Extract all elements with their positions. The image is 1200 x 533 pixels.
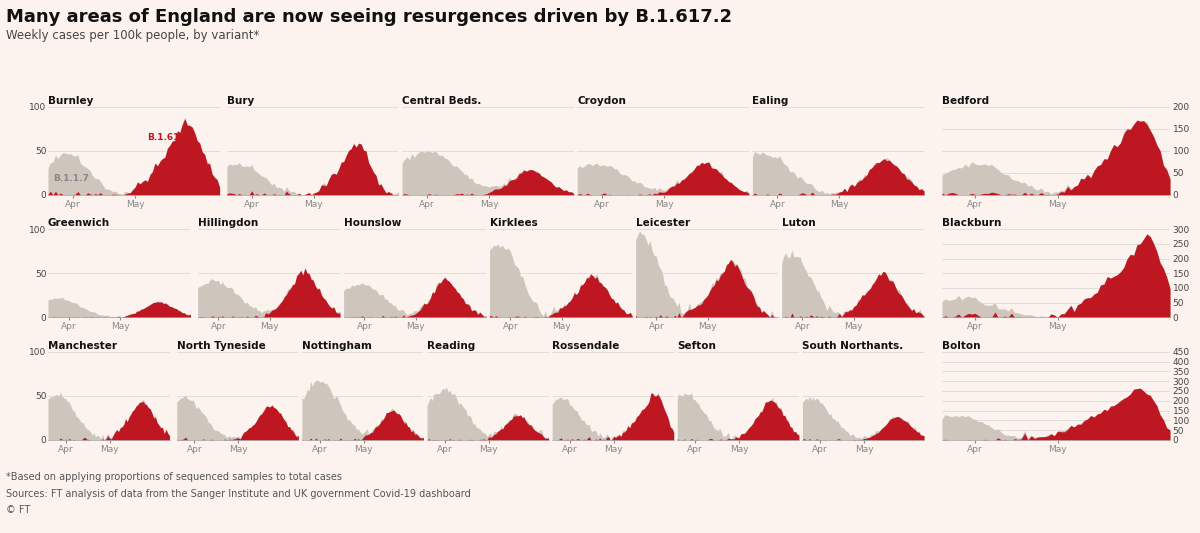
Text: Reading: Reading — [427, 341, 475, 351]
Text: Blackburn: Blackburn — [942, 219, 1001, 228]
Text: Sources: FT analysis of data from the Sanger Institute and UK government Covid-1: Sources: FT analysis of data from the Sa… — [6, 489, 470, 499]
Text: Weekly cases per 100k people, by variant*: Weekly cases per 100k people, by variant… — [6, 29, 259, 42]
Text: © FT: © FT — [6, 505, 30, 515]
Text: North Tyneside: North Tyneside — [176, 341, 265, 351]
Text: *Based on applying proportions of sequenced samples to total cases: *Based on applying proportions of sequen… — [6, 472, 342, 482]
Text: Bedford: Bedford — [942, 96, 989, 106]
Text: Bolton: Bolton — [942, 341, 980, 351]
Text: Sefton: Sefton — [677, 341, 716, 351]
Text: Hillingdon: Hillingdon — [198, 219, 258, 228]
Text: Hounslow: Hounslow — [343, 219, 401, 228]
Text: Many areas of England are now seeing resurgences driven by B.1.617.2: Many areas of England are now seeing res… — [6, 8, 732, 26]
Text: Burnley: Burnley — [48, 96, 94, 106]
Text: Luton: Luton — [781, 219, 815, 228]
Text: B.1.1.7: B.1.1.7 — [53, 174, 89, 183]
Text: Bury: Bury — [227, 96, 254, 106]
Text: Rossendale: Rossendale — [552, 341, 619, 351]
Text: Leicester: Leicester — [636, 219, 690, 228]
Text: B.1.617.2: B.1.617.2 — [148, 133, 196, 142]
Text: Croydon: Croydon — [577, 96, 626, 106]
Text: Ealing: Ealing — [752, 96, 788, 106]
Text: Manchester: Manchester — [48, 341, 118, 351]
Text: South Northants.: South Northants. — [803, 341, 904, 351]
Text: Greenwich: Greenwich — [48, 219, 110, 228]
Text: Kirklees: Kirklees — [490, 219, 538, 228]
Text: Central Beds.: Central Beds. — [402, 96, 481, 106]
Text: Nottingham: Nottingham — [302, 341, 372, 351]
